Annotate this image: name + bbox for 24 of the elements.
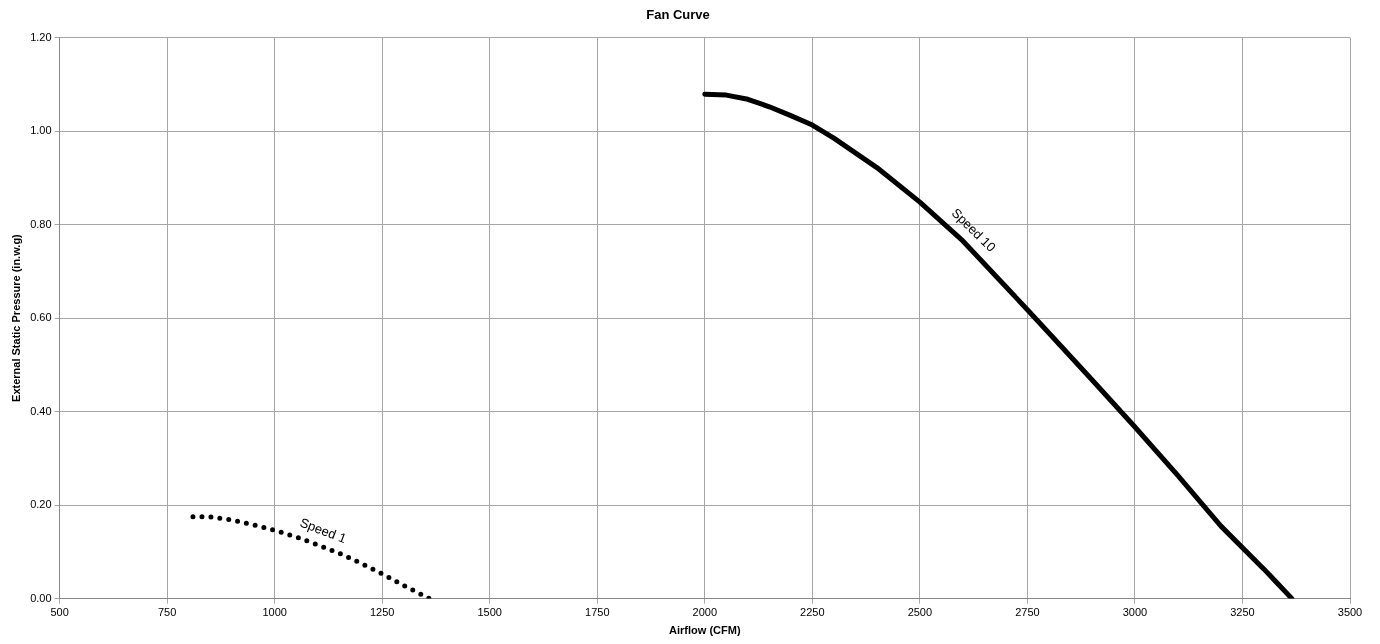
y-axis-title: External Static Pressure (in.w.g) <box>9 233 22 402</box>
x-tick-label: 750 <box>157 606 177 619</box>
y-tick-label: 0.00 <box>30 591 52 604</box>
x-tick-label: 3250 <box>1230 606 1255 619</box>
y-tick-label: 1.00 <box>30 124 52 137</box>
x-tick-label: 1000 <box>262 606 287 619</box>
x-axis-title: Airflow (CFM) <box>669 624 741 637</box>
x-tick-label: 2500 <box>907 606 933 619</box>
y-tick-label: 1.20 <box>30 30 52 43</box>
x-tick-label: 2000 <box>692 606 718 619</box>
x-tick-label: 3500 <box>1337 606 1363 619</box>
x-tick-label: 3000 <box>1122 606 1148 619</box>
text: Speed 1 <box>297 514 349 547</box>
x-tick-label: 1500 <box>477 606 502 619</box>
x-tick-label: 1250 <box>369 606 395 619</box>
x-tick-label: 2250 <box>800 606 825 619</box>
y-tick-label: 0.40 <box>30 404 52 417</box>
y-tick-label: 0.60 <box>30 311 52 324</box>
x-tick-label: 1750 <box>585 606 610 619</box>
chart-title: Fan Curve <box>646 7 710 23</box>
y-tick-label: 0.80 <box>30 217 52 230</box>
y-tick-label: 0.20 <box>30 498 52 511</box>
x-tick-label: 2750 <box>1015 606 1040 619</box>
x-tick-label: 500 <box>50 606 69 619</box>
